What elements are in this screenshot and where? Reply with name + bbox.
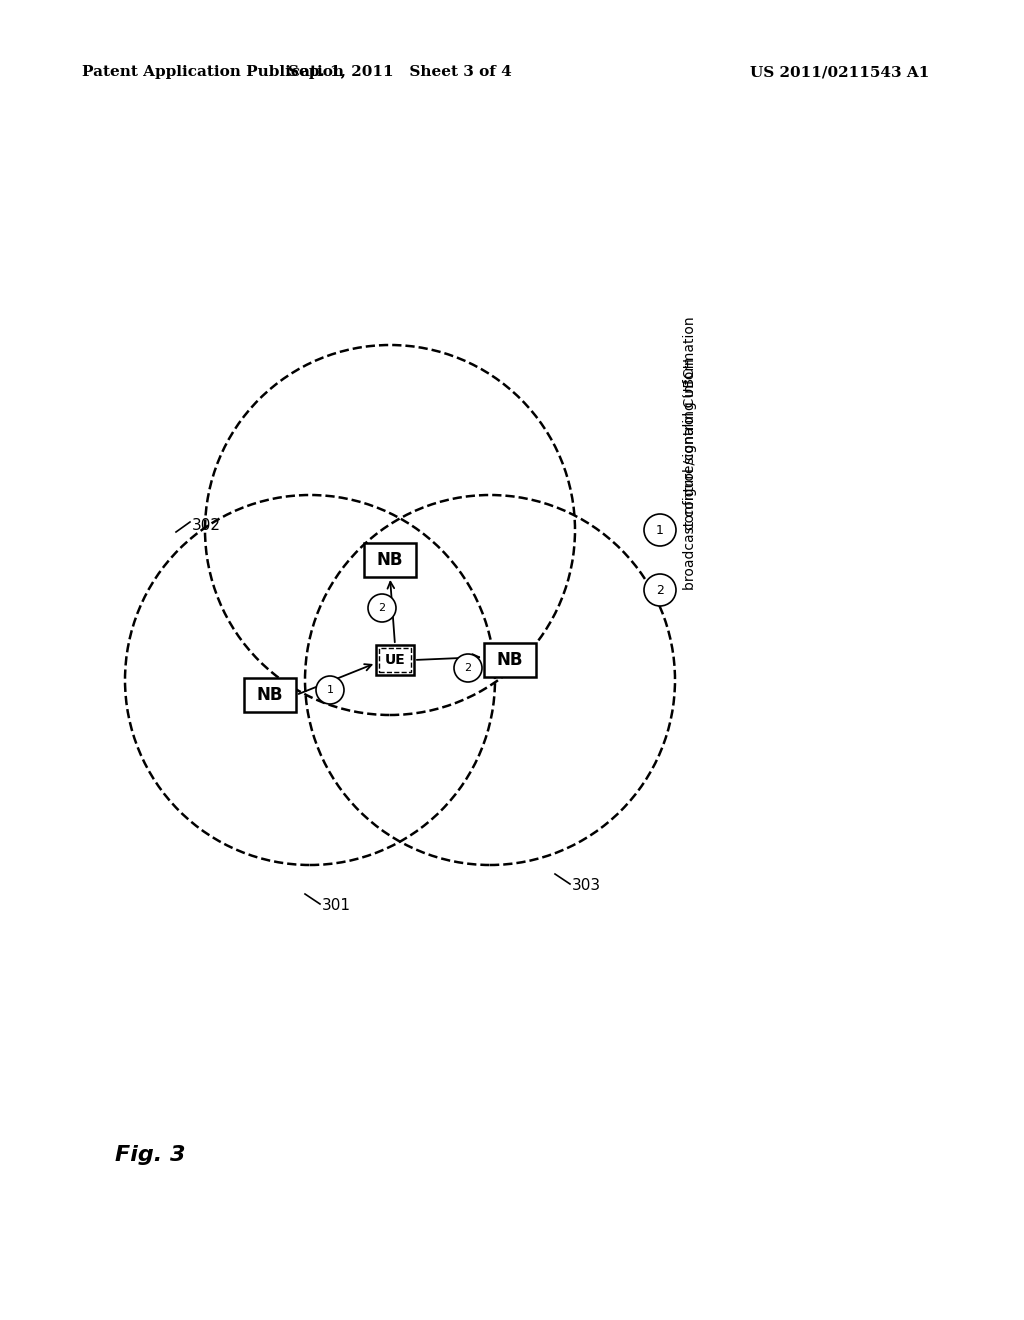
Text: 1: 1 [656, 524, 664, 536]
Text: UE: UE [385, 653, 406, 667]
Text: US 2011/0211543 A1: US 2011/0211543 A1 [751, 65, 930, 79]
Text: Sep. 1, 2011   Sheet 3 of 4: Sep. 1, 2011 Sheet 3 of 4 [288, 65, 512, 79]
Text: 2: 2 [465, 663, 472, 673]
Text: NB: NB [257, 686, 284, 704]
Text: 302: 302 [193, 519, 221, 533]
Circle shape [316, 676, 344, 704]
Circle shape [644, 513, 676, 546]
Circle shape [454, 653, 482, 682]
Text: 303: 303 [572, 878, 601, 892]
FancyBboxPatch shape [379, 648, 411, 672]
FancyBboxPatch shape [484, 643, 536, 677]
Text: configure/control CUBCH: configure/control CUBCH [683, 358, 697, 531]
FancyBboxPatch shape [244, 678, 296, 711]
FancyBboxPatch shape [376, 645, 414, 675]
Text: 2: 2 [656, 583, 664, 597]
Text: NB: NB [377, 550, 403, 569]
Text: 2: 2 [379, 603, 386, 612]
Text: NB: NB [497, 651, 523, 669]
Text: Patent Application Publication: Patent Application Publication [82, 65, 344, 79]
Circle shape [644, 574, 676, 606]
Circle shape [368, 594, 396, 622]
Text: 1: 1 [327, 685, 334, 696]
FancyBboxPatch shape [364, 543, 416, 577]
Text: Fig. 3: Fig. 3 [115, 1144, 185, 1166]
Text: broadcast control signaling information: broadcast control signaling information [683, 317, 697, 590]
Text: 301: 301 [322, 898, 351, 912]
